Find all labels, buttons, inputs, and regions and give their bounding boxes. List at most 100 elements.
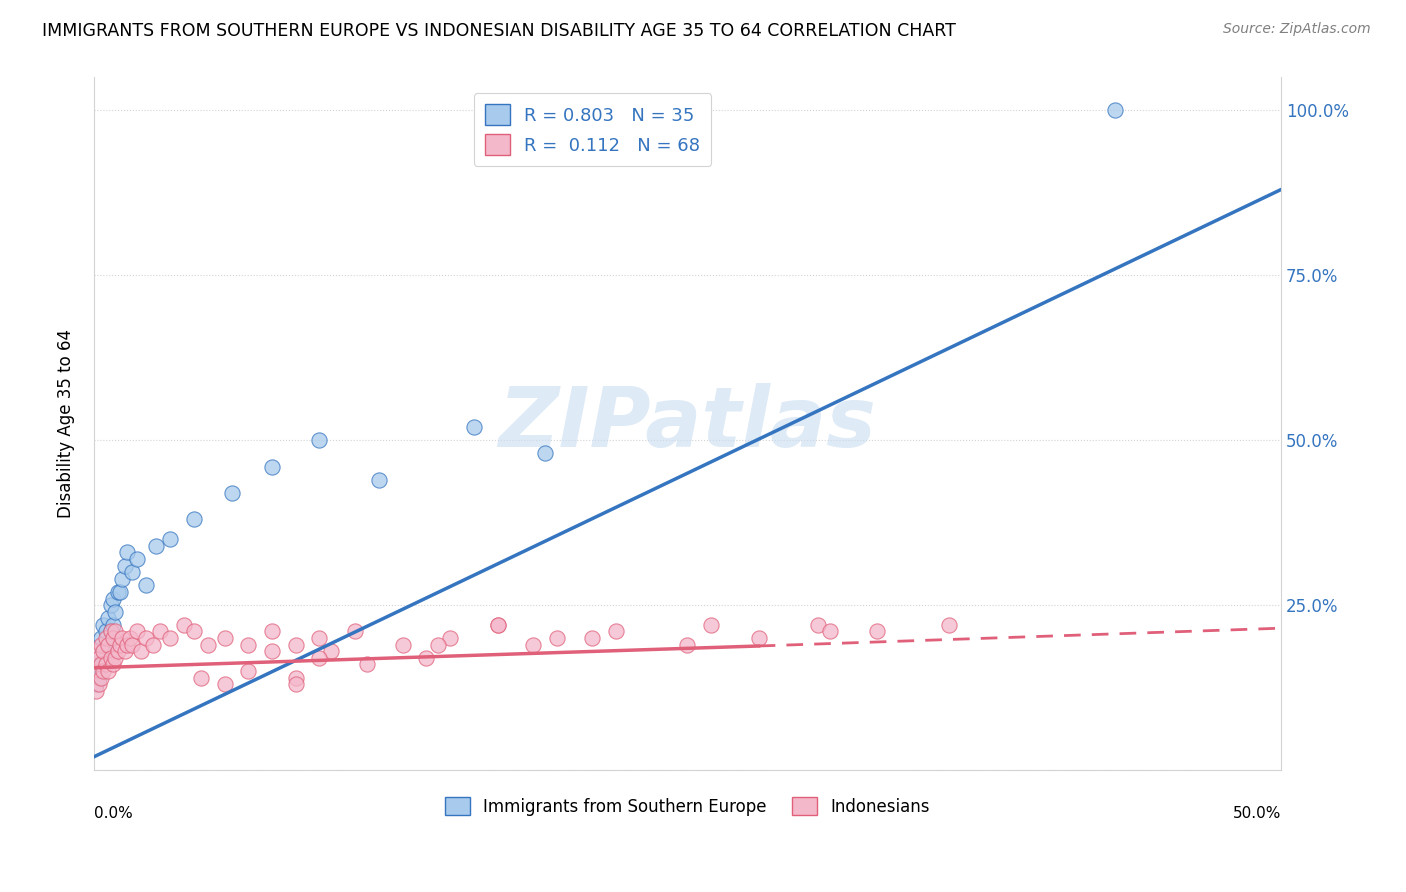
Point (101, 657, 124, 672)
Point (356, 657, 378, 672)
Point (546, 631, 568, 645)
Point (87, 644, 110, 658)
Point (101, 591, 124, 606)
Point (94, 624, 117, 639)
Point (183, 624, 205, 639)
Point (87, 671, 110, 685)
Point (125, 552, 148, 566)
Point (159, 631, 181, 645)
Point (125, 624, 148, 639)
Point (97, 664, 120, 678)
Point (807, 618, 830, 632)
Point (260, 624, 283, 639)
Point (284, 638, 307, 652)
Point (94, 631, 117, 645)
Point (214, 631, 236, 645)
Point (367, 473, 389, 487)
Point (238, 638, 260, 652)
Text: Source: ZipAtlas.com: Source: ZipAtlas.com (1223, 22, 1371, 37)
Point (108, 638, 131, 652)
Point (145, 539, 167, 553)
Point (135, 631, 157, 645)
Point (90, 671, 112, 685)
Point (190, 671, 212, 685)
Point (1104, 103, 1126, 118)
Point (391, 638, 413, 652)
Point (308, 631, 330, 645)
Point (111, 572, 134, 586)
Point (938, 618, 960, 632)
Point (97, 611, 120, 625)
Point (142, 638, 165, 652)
Point (93, 644, 115, 658)
Point (94, 657, 117, 672)
Point (101, 618, 124, 632)
Point (308, 651, 330, 665)
Point (121, 638, 143, 652)
Point (90, 638, 112, 652)
Point (107, 644, 129, 658)
Point (439, 631, 461, 645)
Point (87, 677, 110, 691)
Point (581, 631, 603, 645)
Y-axis label: Disability Age 35 to 64: Disability Age 35 to 64 (58, 329, 75, 518)
Point (260, 644, 283, 658)
Point (100, 624, 122, 639)
Point (100, 624, 122, 639)
Point (284, 671, 307, 685)
Point (90, 657, 112, 672)
Text: 50.0%: 50.0% (1233, 806, 1281, 822)
Point (94, 651, 117, 665)
Point (104, 605, 127, 619)
Point (107, 585, 129, 599)
Point (84, 657, 107, 672)
Point (427, 638, 450, 652)
Point (97, 638, 120, 652)
Point (111, 631, 134, 645)
Point (84, 644, 107, 658)
Point (415, 651, 437, 665)
Point (605, 624, 627, 639)
Point (284, 677, 307, 691)
Point (486, 618, 509, 632)
Point (486, 618, 509, 632)
Point (115, 545, 138, 559)
Point (344, 624, 367, 639)
Point (108, 585, 131, 599)
Point (463, 420, 485, 434)
Point (87, 651, 110, 665)
Point (90, 657, 112, 672)
Point (118, 631, 141, 645)
Point (238, 664, 260, 678)
Point (84, 683, 107, 698)
Legend: Immigrants from Southern Europe, Indonesians: Immigrants from Southern Europe, Indones… (437, 789, 938, 824)
Text: IMMIGRANTS FROM SOUTHERN EUROPE VS INDONESIAN DISABILITY AGE 35 TO 64 CORRELATIO: IMMIGRANTS FROM SOUTHERN EUROPE VS INDON… (42, 22, 956, 40)
Point (121, 565, 143, 579)
Point (260, 459, 283, 474)
Point (183, 512, 205, 526)
Point (866, 624, 889, 639)
Point (221, 486, 243, 500)
Text: 0.0%: 0.0% (94, 806, 132, 822)
Point (101, 631, 124, 645)
Point (93, 644, 115, 658)
Point (214, 677, 236, 691)
Point (114, 644, 136, 658)
Point (700, 618, 723, 632)
Point (135, 578, 157, 592)
Point (84, 664, 107, 678)
Point (84, 677, 107, 691)
Point (104, 651, 127, 665)
Point (114, 558, 136, 573)
Point (93, 664, 115, 678)
Point (149, 624, 172, 639)
Point (308, 434, 330, 448)
Point (748, 631, 770, 645)
Point (534, 446, 557, 460)
Point (159, 532, 181, 546)
Point (676, 638, 699, 652)
Point (197, 638, 219, 652)
Point (97, 638, 120, 652)
Point (115, 638, 138, 652)
Point (131, 644, 153, 658)
